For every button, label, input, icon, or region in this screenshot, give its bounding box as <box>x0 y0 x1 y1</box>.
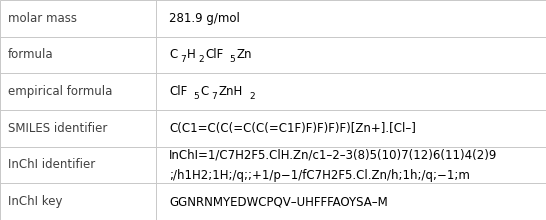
Text: ClF: ClF <box>169 85 187 98</box>
Text: InChI identifier: InChI identifier <box>8 158 96 172</box>
Text: Zn: Zn <box>237 48 252 62</box>
Text: 7: 7 <box>180 55 186 64</box>
Text: GGNRNMYEDWCPQV–UHFFFAOYSA–M: GGNRNMYEDWCPQV–UHFFFAOYSA–M <box>169 195 388 208</box>
Text: 2: 2 <box>250 92 255 101</box>
Text: C: C <box>200 85 209 98</box>
Text: 5: 5 <box>229 55 235 64</box>
Text: H: H <box>187 48 196 62</box>
Text: 2: 2 <box>199 55 204 64</box>
Text: ZnH: ZnH <box>218 85 242 98</box>
Text: 7: 7 <box>211 92 217 101</box>
Text: ClF: ClF <box>206 48 224 62</box>
Text: empirical formula: empirical formula <box>8 85 112 98</box>
Text: C: C <box>169 48 177 62</box>
Text: InChI=1/C7H2F5.ClH.Zn/c1–2–3(8)5(10)7(12)6(11)4(2)9: InChI=1/C7H2F5.ClH.Zn/c1–2–3(8)5(10)7(12… <box>169 148 497 161</box>
Text: 5: 5 <box>193 92 199 101</box>
Text: SMILES identifier: SMILES identifier <box>8 122 108 135</box>
Text: formula: formula <box>8 48 54 62</box>
Text: InChI key: InChI key <box>8 195 63 208</box>
Text: ;/h1H2;1H;/q;;+1/p−1/fC7H2F5.Cl.Zn/h;1h;/q;−1;m: ;/h1H2;1H;/q;;+1/p−1/fC7H2F5.Cl.Zn/h;1h;… <box>169 169 470 182</box>
Text: molar mass: molar mass <box>8 12 77 25</box>
Text: C(C1=C(C(=C(C(=C1F)F)F)F)F)[Zn+].[Cl–]: C(C1=C(C(=C(C(=C1F)F)F)F)F)[Zn+].[Cl–] <box>169 122 416 135</box>
Text: 281.9 g/mol: 281.9 g/mol <box>169 12 240 25</box>
